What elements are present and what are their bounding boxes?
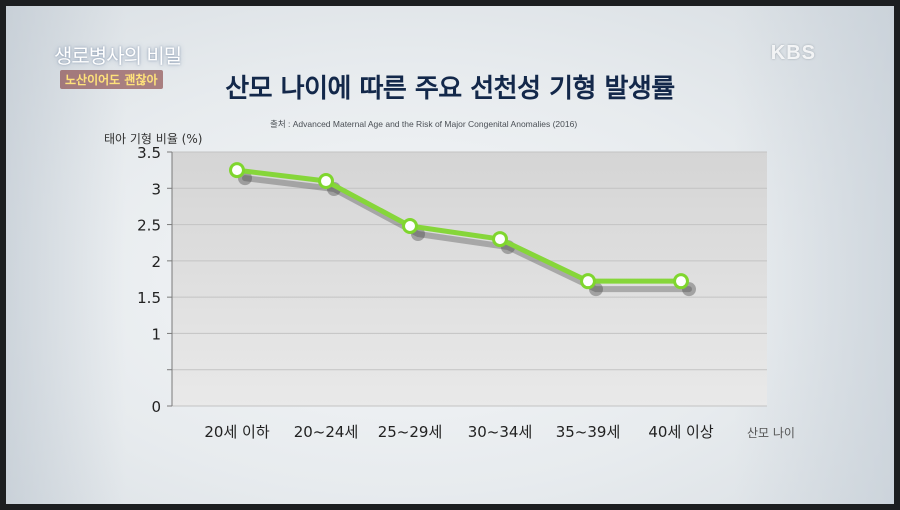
y-axis-label: 태아 기형 비율 (%) (104, 132, 202, 146)
show-logo-title: 생로병사의 비밀 (54, 44, 182, 68)
data-point (673, 273, 689, 290)
series (229, 162, 689, 290)
show-logo: 생로병사의 비밀 노산이어도 괜찮아 (54, 40, 182, 89)
y-tick-label: 1.5 (137, 289, 161, 307)
x-axis: 20세 이하 20~24세 25~29세 30~34세 35~39세 40세 이상 (204, 423, 713, 441)
data-point (492, 231, 508, 248)
broadcaster-logo: KBS (770, 42, 816, 64)
x-axis-label: 산모 나이 (747, 426, 795, 440)
x-tick-label: 40세 이상 (648, 423, 713, 441)
series-line (234, 167, 684, 284)
y-tick-label: 3.5 (137, 144, 161, 162)
series-line-shadow (242, 175, 692, 293)
show-logo-subtitle: 노산이어도 괜찮아 (60, 70, 163, 89)
chart-title: 산모 나이에 따른 주요 선천성 기형 발생률 (225, 74, 675, 104)
data-point (229, 162, 245, 179)
data-point (402, 218, 418, 235)
x-tick-label: 30~34세 (468, 423, 533, 441)
gridlines (172, 151, 767, 407)
data-point (580, 273, 596, 290)
x-tick-label: 20세 이하 (204, 423, 269, 441)
y-tick-label: 2 (151, 253, 161, 271)
x-tick-label: 25~29세 (378, 423, 443, 441)
y-tick-label: 3 (151, 180, 161, 198)
broadcast-frame: 생로병사의 비밀 노산이어도 괜찮아 KBS 산모 나이에 따른 주요 선천성 … (6, 6, 894, 504)
chart-source: 출처 : Advanced Maternal Age and the Risk … (270, 119, 578, 129)
y-tick-label: 2.5 (137, 217, 161, 235)
y-tick-label: 0 (151, 398, 161, 416)
y-tick-label: 1 (151, 325, 161, 343)
x-tick-label: 35~39세 (556, 423, 621, 441)
x-tick-label: 20~24세 (294, 423, 359, 441)
line-chart: 0 1 1.5 2 2.5 3 3.5 20세 이하 20~24세 25~29세 30~34세 35… (104, 132, 795, 441)
data-point (318, 173, 334, 190)
y-axis: 0 1 1.5 2 2.5 3 3.5 (137, 144, 173, 416)
